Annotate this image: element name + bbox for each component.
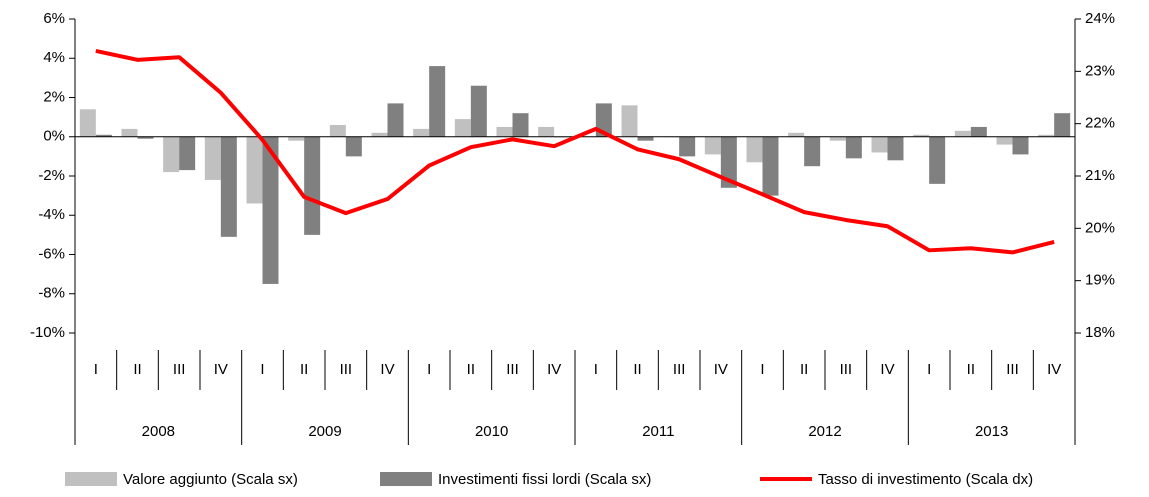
bar xyxy=(79,109,96,137)
bar xyxy=(804,136,821,167)
x-tick-label: III xyxy=(173,361,186,378)
x-tick-label: II xyxy=(133,361,141,378)
x-tick-label: III xyxy=(1006,361,1019,378)
x-tick-label: IV xyxy=(1047,361,1061,378)
bar xyxy=(246,136,263,204)
bar xyxy=(845,136,862,159)
x-tick-label: IV xyxy=(214,361,228,378)
bar xyxy=(288,136,305,141)
bar xyxy=(304,136,321,235)
bar xyxy=(95,134,112,137)
x-group-label: 2013 xyxy=(975,423,1008,440)
bar xyxy=(762,136,779,196)
bar xyxy=(720,136,737,188)
bar xyxy=(329,124,346,137)
y-tick-label: -2% xyxy=(38,167,65,184)
x-tick-label: I xyxy=(94,361,98,378)
bar xyxy=(137,136,154,139)
bar xyxy=(387,103,404,137)
bar xyxy=(788,132,805,137)
bar xyxy=(121,128,138,137)
x-tick-label: I xyxy=(927,361,931,378)
bar xyxy=(538,126,555,137)
bar xyxy=(595,103,612,137)
bar xyxy=(204,136,221,180)
x-tick-label: II xyxy=(967,361,975,378)
legend-swatch xyxy=(380,472,432,486)
bar xyxy=(429,66,446,137)
bar xyxy=(1012,136,1029,155)
y-tick-label: -6% xyxy=(38,245,65,262)
x-tick-label: II xyxy=(633,361,641,378)
line xyxy=(95,48,1055,255)
bar xyxy=(746,136,763,163)
x-tick-label: IV xyxy=(880,361,894,378)
x-tick-label: I xyxy=(760,361,764,378)
x-tick-label: I xyxy=(594,361,598,378)
bar xyxy=(970,126,987,137)
bar xyxy=(345,136,362,157)
bar xyxy=(829,136,846,141)
y-tick-label: -8% xyxy=(38,285,65,302)
x-tick-label: II xyxy=(800,361,808,378)
x-tick-label: III xyxy=(340,361,353,378)
x-tick-label: I xyxy=(427,361,431,378)
x-group-label: 2012 xyxy=(808,423,841,440)
y2-tick-label: 19% xyxy=(1085,272,1115,289)
x-group-label: 2010 xyxy=(475,423,508,440)
y-tick-label: 6% xyxy=(43,10,65,27)
bar xyxy=(871,136,888,153)
x-tick-label: IV xyxy=(380,361,394,378)
x-group-label: 2011 xyxy=(642,423,674,440)
bar xyxy=(996,136,1013,145)
y2-tick-label: 22% xyxy=(1085,115,1115,132)
x-tick-label: IV xyxy=(547,361,561,378)
bar xyxy=(512,113,529,137)
y-tick-label: 4% xyxy=(43,49,65,66)
x-tick-label: I xyxy=(260,361,264,378)
bar xyxy=(470,85,487,137)
bar xyxy=(637,136,654,141)
y2-tick-label: 21% xyxy=(1085,167,1115,184)
y2-tick-label: 18% xyxy=(1085,324,1115,341)
x-tick-label: II xyxy=(300,361,308,378)
bar xyxy=(371,132,388,137)
bar xyxy=(262,136,279,284)
legend-label: Valore aggiunto (Scala sx) xyxy=(123,471,298,488)
bar xyxy=(887,136,904,161)
y-tick-label: 2% xyxy=(43,88,65,105)
legend-label: Investimenti fissi lordi (Scala sx) xyxy=(438,471,651,488)
y-tick-label: -10% xyxy=(30,324,65,341)
y2-tick-label: 23% xyxy=(1085,62,1115,79)
x-tick-label: III xyxy=(840,361,853,378)
bar xyxy=(929,136,946,184)
bar xyxy=(1038,134,1055,137)
y2-tick-label: 24% xyxy=(1085,10,1115,27)
bar xyxy=(220,136,237,237)
bar xyxy=(454,119,471,137)
bar xyxy=(913,134,930,137)
y-tick-label: 0% xyxy=(43,128,65,145)
bar xyxy=(704,136,721,155)
bar xyxy=(954,130,971,137)
legend-label: Tasso di investimento (Scala dx) xyxy=(818,471,1033,488)
x-tick-label: II xyxy=(467,361,475,378)
bar xyxy=(621,105,638,137)
legend-swatch xyxy=(65,472,117,486)
bar xyxy=(179,136,196,171)
bar xyxy=(1054,113,1071,137)
bar xyxy=(413,128,430,137)
x-tick-label: III xyxy=(506,361,519,378)
x-group-label: 2008 xyxy=(142,423,175,440)
y-tick-label: -4% xyxy=(38,206,65,223)
bar xyxy=(679,136,696,157)
x-group-label: 2009 xyxy=(308,423,341,440)
x-tick-label: IV xyxy=(714,361,728,378)
bar xyxy=(496,126,513,137)
bar xyxy=(163,136,180,173)
x-tick-label: III xyxy=(673,361,686,378)
y2-tick-label: 20% xyxy=(1085,219,1115,236)
